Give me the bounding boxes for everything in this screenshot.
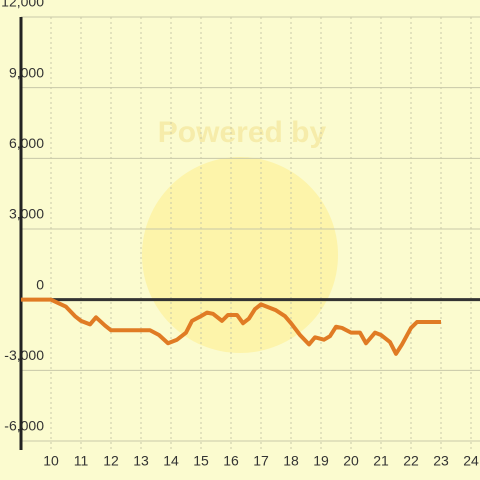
watermark: Powered by — [158, 116, 327, 149]
x-tick-label: 20 — [343, 453, 359, 469]
y-tick-label: 3,000 — [9, 206, 44, 222]
x-tick-label: 17 — [253, 453, 269, 469]
y-tick-label: -6,000 — [4, 418, 44, 434]
x-tick-label: 10 — [43, 453, 59, 469]
x-tick-label: 23 — [433, 453, 449, 469]
x-tick-label: 21 — [373, 453, 389, 469]
y-tick-label: 0 — [36, 276, 44, 292]
x-tick-label: 15 — [193, 453, 209, 469]
x-tick-label: 16 — [223, 453, 239, 469]
y-tick-label: 9,000 — [9, 64, 44, 80]
y-tick-label: -3,000 — [4, 347, 44, 363]
watermark-logo — [142, 157, 338, 353]
line — [21, 297, 441, 356]
x-tick-label: 24 — [463, 453, 479, 469]
x-tick-label: 13 — [133, 453, 149, 469]
y-tick-label: 6,000 — [9, 135, 44, 151]
x-tick-label: 11 — [74, 453, 89, 469]
x-tick-label: 22 — [403, 453, 419, 469]
x-tick-label: 18 — [283, 453, 299, 469]
x-tick-label: 19 — [313, 453, 329, 469]
y-tick-label: 12,000 — [1, 0, 44, 10]
x-tick-label: 12 — [103, 453, 119, 469]
x-tick-label: 14 — [163, 453, 179, 469]
